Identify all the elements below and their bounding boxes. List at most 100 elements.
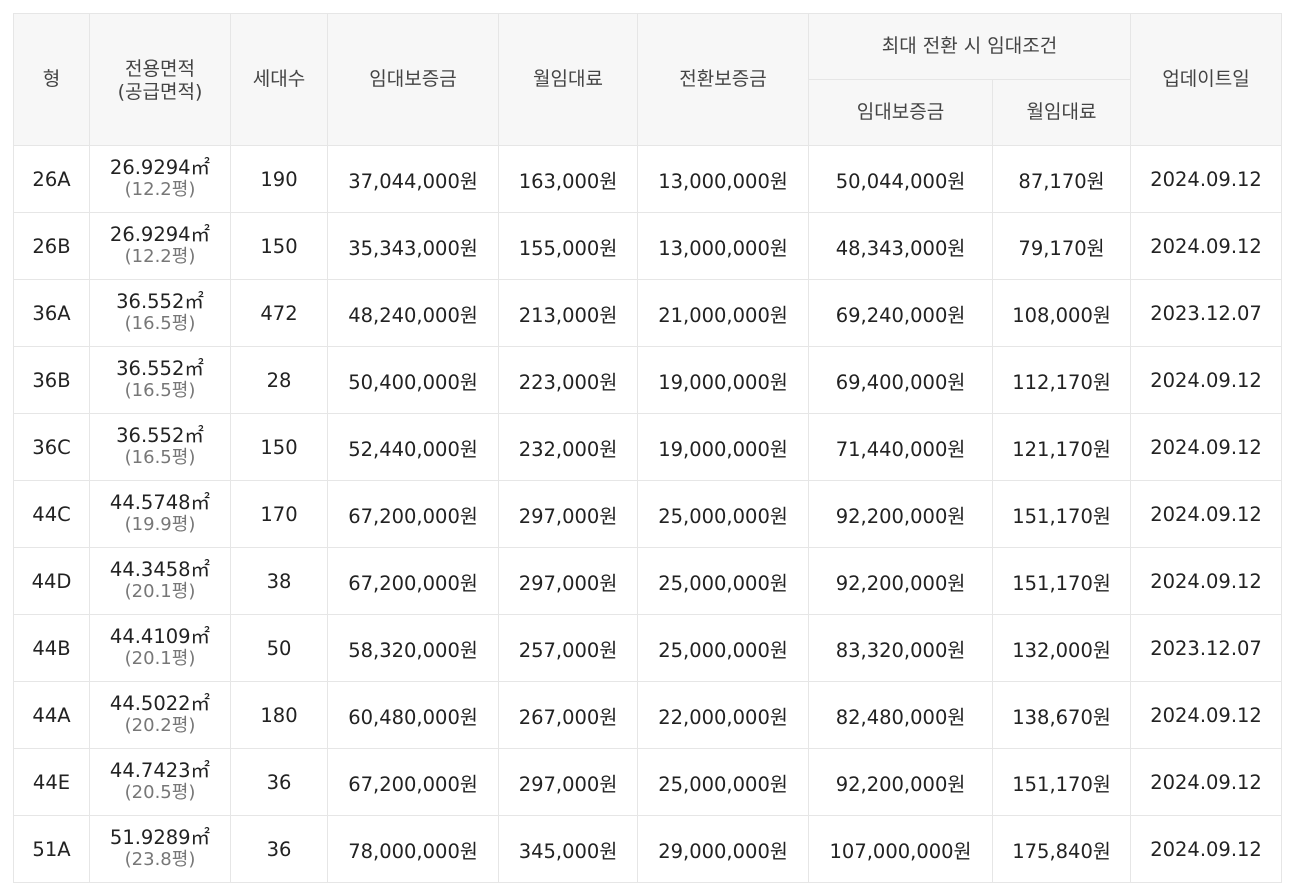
header-max-conversion-group: 최대 전환 시 임대조건	[807, 13, 1132, 80]
cell-max-deposit: 71,440,000원	[808, 413, 993, 481]
cell-type: 26B	[13, 212, 90, 280]
header-max-monthly-rent: 월임대료	[991, 79, 1132, 146]
cell-households: 150	[230, 212, 328, 280]
area-exclusive-value: 26.9294㎡	[109, 156, 211, 179]
cell-updated-date: 2024.09.12	[1130, 346, 1283, 414]
cell-type: 44D	[13, 547, 90, 615]
cell-updated-date: 2023.12.07	[1130, 614, 1283, 682]
cell-households: 190	[230, 145, 328, 213]
cell-area: 51.9289㎡ (23.8평)	[89, 815, 231, 883]
cell-conversion-deposit: 13,000,000원	[637, 145, 809, 213]
header-updated-date: 업데이트일	[1130, 13, 1283, 146]
cell-monthly-rent: 297,000원	[498, 480, 638, 548]
cell-conversion-deposit: 25,000,000원	[637, 480, 809, 548]
cell-max-deposit: 83,320,000원	[808, 614, 993, 682]
cell-households: 180	[230, 681, 328, 749]
rental-conditions-table: 형 전용면적 (공급면적) 세대수 임대보증금 월임대료 전환보증금 최대 전환…	[13, 13, 1283, 883]
cell-max-monthly-rent: 112,170원	[991, 346, 1132, 414]
area-exclusive-value: 44.7423㎡	[109, 759, 211, 782]
table-row: 44D 44.3458㎡ (20.1평) 38 67,200,000원 297,000원 2…	[13, 547, 1283, 615]
cell-max-deposit: 92,200,000원	[808, 547, 993, 615]
rental-conditions-table-container: 형 전용면적 (공급면적) 세대수 임대보증금 월임대료 전환보증금 최대 전환…	[13, 13, 1283, 883]
header-monthly-rent: 월임대료	[498, 13, 638, 146]
cell-area: 44.3458㎡ (20.1평)	[89, 547, 231, 615]
table-row: 44B 44.4109㎡ (20.1평) 50 58,320,000원 257,000원 2…	[13, 614, 1283, 682]
table-row: 36B 36.552㎡ (16.5평) 28 50,400,000원 223,000원 19…	[13, 346, 1283, 414]
cell-monthly-rent: 155,000원	[498, 212, 638, 280]
cell-updated-date: 2024.09.12	[1130, 145, 1283, 213]
cell-area: 36.552㎡ (16.5평)	[89, 279, 231, 347]
cell-deposit: 67,200,000원	[327, 547, 499, 615]
cell-max-deposit: 92,200,000원	[808, 480, 993, 548]
cell-monthly-rent: 267,000원	[498, 681, 638, 749]
cell-conversion-deposit: 22,000,000원	[637, 681, 809, 749]
cell-households: 36	[230, 748, 328, 816]
cell-updated-date: 2023.12.07	[1130, 279, 1283, 347]
cell-households: 28	[230, 346, 328, 414]
table-row: 51A 51.9289㎡ (23.8평) 36 78,000,000원 345,000원 2…	[13, 815, 1283, 883]
cell-households: 50	[230, 614, 328, 682]
header-max-deposit: 임대보증금	[808, 79, 993, 146]
cell-deposit: 60,480,000원	[327, 681, 499, 749]
cell-households: 38	[230, 547, 328, 615]
cell-type: 26A	[13, 145, 90, 213]
table-row: 36C 36.552㎡ (16.5평) 150 52,440,000원 232,000원 1…	[13, 413, 1283, 481]
area-supply-value: (20.1평)	[124, 648, 196, 669]
cell-updated-date: 2024.09.12	[1130, 547, 1283, 615]
cell-max-deposit: 48,343,000원	[808, 212, 993, 280]
cell-max-deposit: 82,480,000원	[808, 681, 993, 749]
cell-monthly-rent: 232,000원	[498, 413, 638, 481]
cell-updated-date: 2024.09.12	[1130, 212, 1283, 280]
header-area-supply: (공급면적)	[117, 80, 203, 103]
cell-max-monthly-rent: 151,170원	[991, 748, 1132, 816]
cell-conversion-deposit: 25,000,000원	[637, 748, 809, 816]
cell-updated-date: 2024.09.12	[1130, 480, 1283, 548]
cell-max-monthly-rent: 151,170원	[991, 547, 1132, 615]
header-households: 세대수	[230, 13, 328, 146]
cell-conversion-deposit: 25,000,000원	[637, 614, 809, 682]
header-area: 전용면적 (공급면적)	[89, 13, 231, 146]
cell-area: 44.5022㎡ (20.2평)	[89, 681, 231, 749]
cell-monthly-rent: 223,000원	[498, 346, 638, 414]
cell-type: 44C	[13, 480, 90, 548]
area-supply-value: (20.2평)	[124, 715, 196, 736]
cell-area: 44.7423㎡ (20.5평)	[89, 748, 231, 816]
cell-deposit: 50,400,000원	[327, 346, 499, 414]
area-exclusive-value: 36.552㎡	[116, 357, 204, 380]
cell-max-deposit: 69,240,000원	[808, 279, 993, 347]
cell-conversion-deposit: 29,000,000원	[637, 815, 809, 883]
cell-deposit: 67,200,000원	[327, 480, 499, 548]
table-row: 44A 44.5022㎡ (20.2평) 180 60,480,000원 267,000원…	[13, 681, 1283, 749]
area-supply-value: (16.5평)	[124, 447, 196, 468]
table-row: 26B 26.9294㎡ (12.2평) 150 35,343,000원 155,000원…	[13, 212, 1283, 280]
table-row: 36A 36.552㎡ (16.5평) 472 48,240,000원 213,000원 2…	[13, 279, 1283, 347]
cell-monthly-rent: 213,000원	[498, 279, 638, 347]
area-supply-value: (12.2평)	[124, 179, 196, 200]
cell-conversion-deposit: 19,000,000원	[637, 346, 809, 414]
cell-area: 26.9294㎡ (12.2평)	[89, 145, 231, 213]
cell-deposit: 67,200,000원	[327, 748, 499, 816]
area-supply-value: (16.5평)	[124, 380, 196, 401]
header-type: 형	[13, 13, 90, 146]
cell-type: 36A	[13, 279, 90, 347]
cell-area: 26.9294㎡ (12.2평)	[89, 212, 231, 280]
cell-max-monthly-rent: 138,670원	[991, 681, 1132, 749]
area-exclusive-value: 44.5022㎡	[109, 692, 211, 715]
cell-max-deposit: 69,400,000원	[808, 346, 993, 414]
area-supply-value: (19.9평)	[124, 514, 196, 535]
cell-updated-date: 2024.09.12	[1130, 748, 1283, 816]
area-exclusive-value: 51.9289㎡	[109, 826, 211, 849]
area-supply-value: (20.5평)	[124, 782, 196, 803]
cell-type: 44E	[13, 748, 90, 816]
cell-deposit: 78,000,000원	[327, 815, 499, 883]
area-exclusive-value: 44.5748㎡	[109, 491, 211, 514]
cell-conversion-deposit: 25,000,000원	[637, 547, 809, 615]
cell-households: 36	[230, 815, 328, 883]
cell-type: 51A	[13, 815, 90, 883]
cell-max-monthly-rent: 108,000원	[991, 279, 1132, 347]
cell-monthly-rent: 297,000원	[498, 547, 638, 615]
area-exclusive-value: 36.552㎡	[116, 290, 204, 313]
cell-conversion-deposit: 13,000,000원	[637, 212, 809, 280]
cell-households: 170	[230, 480, 328, 548]
table-row: 44E 44.7423㎡ (20.5평) 36 67,200,000원 297,000원 2…	[13, 748, 1283, 816]
